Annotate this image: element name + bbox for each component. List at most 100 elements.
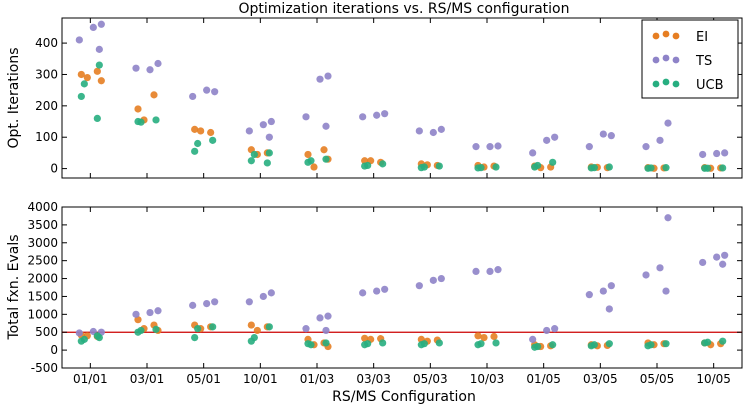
x-tick-label: 03/05: [583, 372, 618, 386]
data-point-ucb: [209, 136, 217, 144]
y-tick-label: 300: [35, 67, 58, 81]
data-point-ei: [490, 332, 498, 341]
y-tick-label: 400: [35, 36, 58, 50]
data-point-ts: [721, 251, 729, 259]
data-point-ts: [429, 128, 437, 137]
data-point-ucb: [417, 164, 425, 172]
data-point-ucb: [322, 155, 330, 163]
data-point-ts: [97, 20, 105, 28]
data-point-ts: [437, 125, 445, 133]
data-point-ucb: [701, 164, 709, 172]
data-point-ts: [259, 292, 267, 301]
data-point-ts: [324, 72, 332, 80]
data-point-ucb: [474, 164, 482, 172]
data-point-ts: [267, 117, 275, 126]
data-point-ts: [662, 287, 670, 295]
y-tick-label: 3500: [27, 218, 58, 232]
data-point-ts: [203, 86, 211, 94]
data-point-ts: [656, 264, 664, 272]
data-point-ts: [472, 267, 480, 275]
legend-label-ei: EI: [696, 30, 708, 45]
data-point-ts: [359, 113, 367, 121]
data-point-ts: [211, 88, 219, 96]
data-point-ts: [95, 45, 103, 53]
data-point-ts: [373, 111, 381, 119]
y-tick-label: -500: [31, 361, 58, 375]
data-point-ucb: [531, 343, 539, 351]
data-point-ucb: [209, 323, 217, 331]
x-tick-label: 01/03: [300, 372, 335, 386]
data-point-ts: [551, 325, 559, 333]
data-point-ei: [93, 67, 101, 75]
data-point-ucb: [263, 159, 271, 167]
data-point-ts: [415, 282, 423, 290]
data-point-ucb: [247, 337, 255, 345]
data-point-ucb: [265, 323, 273, 331]
data-point-ts: [381, 285, 389, 293]
data-point-ts: [322, 326, 330, 335]
data-point-ts: [211, 298, 219, 306]
data-point-ucb: [134, 328, 142, 336]
x-tick-label: 03/01: [130, 372, 165, 386]
data-point-ucb: [247, 157, 255, 165]
data-point-ts: [494, 142, 502, 150]
data-point-ucb: [304, 340, 312, 348]
data-point-ucb: [474, 341, 482, 349]
data-point-ts: [89, 23, 97, 32]
data-point-ei: [474, 332, 482, 340]
data-point-ucb: [191, 147, 199, 155]
y-tick-label: 1000: [27, 307, 58, 321]
data-point-ucb: [250, 150, 258, 159]
y-tick-label: 2000: [27, 272, 58, 286]
data-point-ucb: [492, 339, 500, 347]
data-point-ucb: [322, 339, 330, 347]
data-point-ts: [259, 121, 267, 129]
data-point-ucb: [605, 340, 613, 348]
data-point-ucb: [194, 139, 202, 148]
y-tick-label: 1500: [27, 289, 58, 303]
data-point-ucb: [379, 160, 387, 168]
data-point-ts: [245, 127, 253, 135]
x-tick-label: 10/03: [470, 372, 505, 386]
legend-marker-ucb: [652, 80, 660, 88]
data-point-ts: [664, 119, 672, 127]
data-point-ts: [75, 329, 83, 337]
legend-marker-ts: [672, 56, 680, 64]
data-point-ts: [132, 64, 140, 72]
bottom-y-axis-label: Total fxn. Evals: [6, 234, 22, 340]
y-tick-label: 3000: [27, 236, 58, 250]
data-point-ts: [664, 214, 672, 222]
data-point-ts: [486, 143, 494, 151]
bottom-plot-points: [75, 214, 729, 351]
data-point-ucb: [361, 162, 369, 170]
data-point-ucb: [152, 116, 160, 124]
top-y-axis-label: Opt. Iterations: [6, 48, 22, 149]
data-point-ts: [154, 307, 162, 315]
legend-marker-ucb: [662, 78, 670, 86]
data-point-ei: [197, 127, 205, 135]
data-point-ts: [713, 253, 721, 261]
data-point-ts: [154, 59, 162, 68]
data-point-ts: [543, 326, 551, 335]
data-point-ts: [265, 133, 273, 141]
data-point-ts: [699, 258, 707, 267]
data-point-ei: [480, 333, 488, 342]
x-axis-label: RS/MS Configuration: [332, 389, 476, 405]
data-point-ucb: [361, 341, 369, 349]
data-point-ei: [97, 77, 105, 85]
data-point-ts: [472, 143, 480, 151]
legend-marker-ei: [662, 30, 670, 38]
data-point-ts: [642, 143, 650, 151]
legend: EI TS UCB: [641, 19, 739, 99]
data-point-ucb: [719, 164, 727, 172]
data-point-ts: [699, 150, 707, 159]
data-point-ucb: [435, 162, 443, 170]
data-point-ts: [713, 149, 721, 158]
data-point-ei: [310, 163, 318, 171]
data-point-ts: [373, 287, 381, 295]
data-point-ts: [302, 113, 310, 121]
data-point-ts: [146, 308, 154, 317]
data-point-ts: [267, 289, 275, 297]
legend-marker-ts: [652, 56, 660, 64]
data-point-ts: [543, 136, 551, 144]
